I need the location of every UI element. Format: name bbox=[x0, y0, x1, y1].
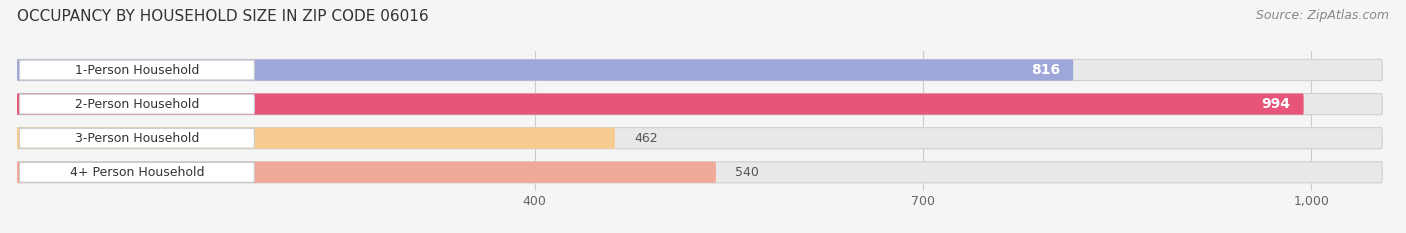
FancyBboxPatch shape bbox=[17, 59, 1073, 81]
Text: OCCUPANCY BY HOUSEHOLD SIZE IN ZIP CODE 06016: OCCUPANCY BY HOUSEHOLD SIZE IN ZIP CODE … bbox=[17, 9, 429, 24]
FancyBboxPatch shape bbox=[17, 162, 716, 183]
FancyBboxPatch shape bbox=[20, 60, 254, 80]
FancyBboxPatch shape bbox=[20, 162, 254, 182]
FancyBboxPatch shape bbox=[17, 128, 614, 149]
Text: Source: ZipAtlas.com: Source: ZipAtlas.com bbox=[1256, 9, 1389, 22]
FancyBboxPatch shape bbox=[20, 94, 254, 114]
Text: 994: 994 bbox=[1261, 97, 1291, 111]
Text: 2-Person Household: 2-Person Household bbox=[75, 98, 200, 111]
FancyBboxPatch shape bbox=[20, 128, 254, 148]
FancyBboxPatch shape bbox=[17, 59, 1382, 81]
Text: 540: 540 bbox=[735, 166, 759, 179]
FancyBboxPatch shape bbox=[17, 93, 1303, 115]
Text: 1-Person Household: 1-Person Household bbox=[75, 64, 200, 76]
Text: 462: 462 bbox=[634, 132, 658, 145]
Text: 3-Person Household: 3-Person Household bbox=[75, 132, 200, 145]
Text: 4+ Person Household: 4+ Person Household bbox=[70, 166, 204, 179]
FancyBboxPatch shape bbox=[17, 162, 1382, 183]
Text: 816: 816 bbox=[1031, 63, 1060, 77]
FancyBboxPatch shape bbox=[17, 128, 1382, 149]
FancyBboxPatch shape bbox=[17, 93, 1382, 115]
